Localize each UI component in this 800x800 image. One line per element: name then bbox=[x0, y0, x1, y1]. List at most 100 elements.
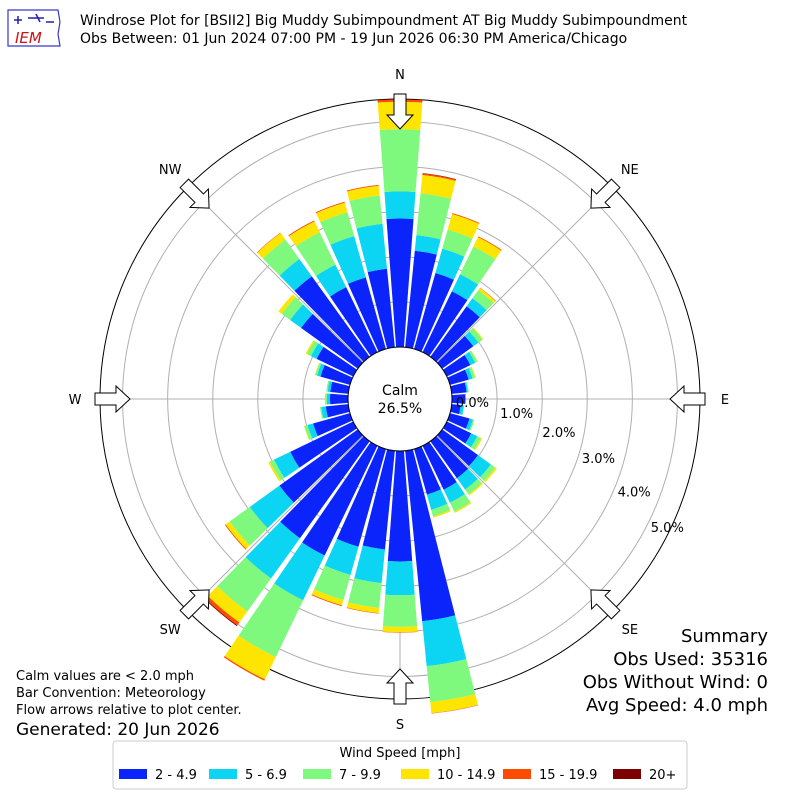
bar-330deg-bin-2 bbox=[295, 232, 336, 276]
bar-50deg-bin-3 bbox=[472, 327, 484, 340]
bar-170deg-bin-0 bbox=[405, 449, 456, 622]
arrow-E-icon bbox=[669, 384, 706, 414]
flow-arrows-note: Flow arrows relative to plot center. bbox=[16, 703, 242, 718]
bar-20deg-bin-0 bbox=[414, 272, 454, 352]
bar-10deg-bin-5 bbox=[422, 173, 457, 180]
bar-220deg-bin-1 bbox=[245, 521, 300, 579]
bar-200deg-bin-2 bbox=[314, 565, 351, 601]
bar-210deg-bin-4 bbox=[223, 656, 266, 681]
radial-tick-labels: 0.0% 1.0% 2.0% 3.0% 4.0% 5.0% bbox=[456, 396, 684, 536]
arrow-SE-icon bbox=[590, 589, 621, 620]
bar-220deg-bin-4 bbox=[205, 595, 240, 626]
bar-290deg-bin-1 bbox=[316, 363, 325, 377]
bar-350deg-bin-4 bbox=[346, 184, 379, 192]
bar-290deg-bin-2 bbox=[315, 362, 322, 376]
bar-180deg-bin-1 bbox=[385, 561, 415, 596]
bar-200deg-bin-1 bbox=[324, 538, 359, 575]
bar-10deg-bin-0 bbox=[405, 250, 437, 349]
legend-label-2: 7 - 9.9 bbox=[339, 768, 381, 783]
bar-340deg-bin-1 bbox=[330, 236, 366, 284]
bar-230deg-bin-1 bbox=[249, 485, 294, 529]
bar-290deg-bin-3 bbox=[314, 362, 320, 376]
bar-170deg-bin-4 bbox=[431, 704, 479, 714]
calm-label: Calm bbox=[382, 383, 418, 399]
bar-70deg-bin-3 bbox=[471, 366, 476, 378]
bar-140deg-bin-2 bbox=[465, 478, 482, 495]
bar-120deg-bin-3 bbox=[474, 437, 483, 451]
bar-40deg-bin-4 bbox=[479, 287, 496, 302]
bar-130deg-bin-0 bbox=[437, 429, 479, 467]
bar-210deg-bin-3 bbox=[224, 635, 276, 680]
bar-250deg-bin-2 bbox=[304, 425, 313, 440]
bar-50deg-bin-2 bbox=[469, 328, 483, 343]
legend-label-0: 2 - 4.9 bbox=[155, 768, 197, 783]
bar-290deg-bin-0 bbox=[320, 364, 353, 385]
bar-30deg-bin-1 bbox=[451, 274, 479, 301]
bar-60deg-bin-1 bbox=[464, 351, 476, 366]
bar-320deg-bin-0 bbox=[294, 276, 370, 362]
chart-title: Windrose Plot for [BSII2] Big Muddy Subi… bbox=[80, 13, 688, 29]
bar-80deg-bin-0 bbox=[450, 382, 467, 394]
calm-note: Calm values are < 2.0 mph bbox=[16, 669, 194, 684]
bar-320deg-bin-4 bbox=[256, 232, 281, 253]
bar-10deg-bin-2 bbox=[416, 193, 452, 240]
bar-240deg-bin-1 bbox=[273, 451, 300, 478]
bar-100deg-bin-0 bbox=[450, 404, 461, 415]
legend-label-5: 20+ bbox=[649, 768, 676, 783]
bar-20deg-bin-3 bbox=[447, 213, 480, 239]
bar-220deg-bin-0 bbox=[280, 436, 370, 539]
bar-320deg-bin-3 bbox=[257, 233, 286, 259]
bar-280deg-bin-2 bbox=[326, 380, 330, 392]
iowa-state-outline-icon bbox=[7, 9, 61, 47]
bar-270deg-bin-1 bbox=[326, 393, 331, 405]
bar-150deg-bin-1 bbox=[443, 482, 465, 503]
bar-40deg-bin-0 bbox=[430, 306, 480, 362]
bar-340deg-bin-4 bbox=[315, 201, 345, 214]
bar-220deg-bin-3 bbox=[207, 586, 248, 623]
bar-340deg-bin-2 bbox=[320, 212, 355, 245]
bar-200deg-bin-3 bbox=[311, 589, 344, 606]
bar-40deg-bin-3 bbox=[478, 287, 496, 304]
bar-310deg-bin-3 bbox=[278, 294, 296, 314]
bar-260deg-bin-2 bbox=[319, 406, 324, 419]
bar-130deg-bin-3 bbox=[484, 467, 497, 483]
bar-180deg-bin-2 bbox=[382, 594, 418, 627]
compass-label-sw: SW bbox=[160, 623, 181, 638]
bar-350deg-bin-0 bbox=[367, 268, 395, 349]
bar-300deg-bin-1 bbox=[310, 343, 324, 359]
bar-160deg-bin-2 bbox=[431, 503, 451, 517]
bar-120deg-bin-1 bbox=[465, 433, 478, 448]
bar-30deg-bin-0 bbox=[422, 291, 468, 357]
bar-310deg-bin-0 bbox=[301, 313, 363, 369]
bar-30deg-bin-3 bbox=[473, 237, 502, 260]
legend: Wind Speed [mph] 2 - 4.9 5 - 6.9 7 - 9.9 10… bbox=[112, 740, 688, 790]
bar-190deg-bin-4 bbox=[346, 607, 379, 614]
chart-subtitle: Obs Between: 01 Jun 2024 07:00 PM - 19 J… bbox=[80, 31, 627, 47]
compass-label-ne: NE bbox=[621, 163, 639, 178]
bar-170deg-bin-1 bbox=[422, 615, 467, 667]
bar-20deg-bin-4 bbox=[452, 213, 480, 224]
bar-310deg-bin-1 bbox=[290, 304, 313, 328]
bar-30deg-bin-4 bbox=[477, 236, 502, 251]
compass-label-n: N bbox=[395, 68, 405, 83]
calm-value: 26.5% bbox=[378, 401, 422, 417]
bar-340deg-bin-0 bbox=[347, 277, 386, 352]
bar-50deg-bin-0 bbox=[437, 335, 474, 369]
bar-60deg-bin-3 bbox=[470, 350, 478, 362]
bar-0deg-bin-1 bbox=[384, 191, 416, 219]
bar-240deg-bin-3 bbox=[268, 461, 281, 482]
legend-swatch-1 bbox=[209, 769, 237, 779]
legend-swatch-2 bbox=[303, 769, 331, 779]
bar-180deg-bin-3 bbox=[382, 626, 418, 633]
bar-50deg-bin-1 bbox=[464, 331, 479, 347]
arrow-SW-icon bbox=[179, 589, 210, 620]
bar-70deg-bin-0 bbox=[447, 369, 469, 385]
bar-90deg-bin-0 bbox=[451, 394, 466, 404]
bar-140deg-bin-3 bbox=[468, 483, 483, 496]
bar-280deg-bin-1 bbox=[327, 381, 333, 393]
bar-60deg-bin-0 bbox=[442, 354, 471, 377]
bar-0deg-bin-5 bbox=[377, 98, 423, 101]
bar-20deg-bin-1 bbox=[435, 248, 465, 280]
calm-center: Calm 26.5% bbox=[347, 346, 453, 452]
